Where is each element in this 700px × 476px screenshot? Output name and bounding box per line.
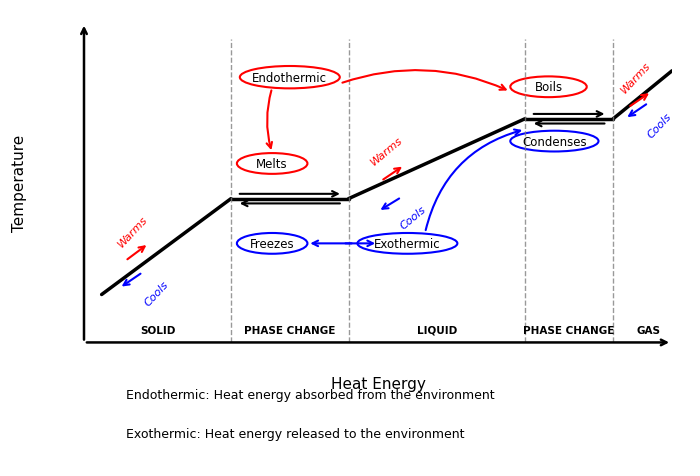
Text: PHASE CHANGE: PHASE CHANGE [244,325,335,335]
Text: Warms: Warms [619,60,652,96]
Text: Exothermic: Heat energy released to the environment: Exothermic: Heat energy released to the … [126,426,465,440]
Text: SOLID: SOLID [140,325,175,335]
Text: Cools: Cools [143,279,171,307]
Text: Warms: Warms [116,214,150,248]
Text: Cools: Cools [398,204,428,231]
Text: PHASE CHANGE: PHASE CHANGE [524,325,615,335]
Text: Condenses: Condenses [522,135,587,149]
Text: GAS: GAS [636,325,661,335]
Text: Freezes: Freezes [250,238,295,250]
Text: Melts: Melts [256,158,288,170]
Text: Endothermic: Endothermic [252,71,328,85]
Text: Endothermic: Heat energy absorbed from the environment: Endothermic: Heat energy absorbed from t… [126,388,495,402]
Text: Heat Energy: Heat Energy [330,377,426,392]
Text: Cools: Cools [645,111,673,140]
Text: Temperature: Temperature [12,135,27,232]
Text: Warms: Warms [369,135,405,168]
Text: Exothermic: Exothermic [374,238,441,250]
Text: LIQUID: LIQUID [416,325,457,335]
Text: Boils: Boils [535,81,563,94]
